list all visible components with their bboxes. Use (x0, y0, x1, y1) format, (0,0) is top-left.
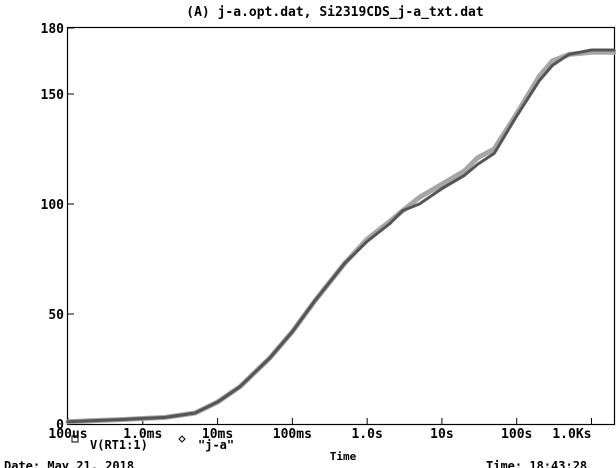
x-axis-label: Time (330, 450, 357, 463)
x-tick-label: 1.0Ks (552, 427, 591, 442)
legend-series-1: V(RT1:1) (90, 438, 148, 452)
y-tick-label: 100 (41, 198, 65, 213)
x-tick-label: 100us (48, 427, 87, 442)
x-tick-label: 100ms (273, 427, 312, 442)
time-stamp: Time: 18:43:28 (486, 459, 587, 468)
legend-square-marker-icon (71, 435, 79, 443)
y-tick-label: 0 (56, 418, 64, 433)
y-tick-label: 150 (41, 88, 65, 103)
y-tick-label: 180 (41, 22, 65, 37)
series-line-j-a (65, 49, 616, 425)
x-tick-label: 1.0s (351, 427, 382, 442)
x-tick-label: 100s (501, 427, 532, 442)
y-tick-label: 50 (48, 308, 64, 323)
x-tick-label: 10s (430, 427, 453, 442)
legend-series-2: "j-a" (198, 438, 234, 452)
series-lines (65, 48, 616, 425)
legend-diamond-marker-icon (178, 435, 186, 443)
x-tick-label: 10ms (202, 427, 233, 442)
chart-title: (A) j-a.opt.dat, Si2319CDS_j-a_txt.dat (186, 5, 483, 20)
x-axis: 100us 1.0ms 10ms 100ms 1.0s 10s 100s 1.0Ks (48, 418, 592, 442)
y-axis: 0 50 100 150 180 (41, 22, 74, 433)
date-stamp: Date: May 21, 2018 (4, 459, 134, 468)
legend: V(RT1:1) "j-a" (71, 435, 234, 452)
series-line-v-rt1 (66, 48, 616, 424)
x-tick-label: 1.0ms (123, 427, 162, 442)
plot-frame (66, 26, 616, 426)
